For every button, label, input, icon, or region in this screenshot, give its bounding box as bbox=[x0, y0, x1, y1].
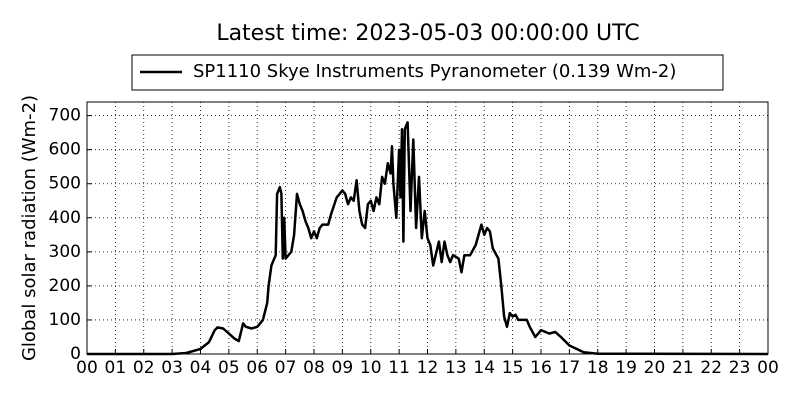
x-tick-label: 18 bbox=[587, 358, 609, 378]
x-tick-label: 00 bbox=[757, 358, 779, 378]
y-tick-label: 500 bbox=[49, 174, 81, 194]
x-tick-label: 20 bbox=[644, 358, 666, 378]
x-tick-label: 12 bbox=[417, 358, 439, 378]
x-tick-label: 00 bbox=[76, 358, 98, 378]
y-tick-label: 700 bbox=[49, 106, 81, 126]
x-tick-label: 13 bbox=[445, 358, 467, 378]
x-tick-label: 14 bbox=[473, 358, 495, 378]
y-tick-label: 100 bbox=[49, 310, 81, 330]
x-tick-label: 19 bbox=[615, 358, 637, 378]
x-tick-label: 08 bbox=[303, 358, 325, 378]
y-tick-label: 600 bbox=[49, 140, 81, 160]
x-tick-label: 10 bbox=[360, 358, 382, 378]
x-tick-label: 11 bbox=[388, 358, 410, 378]
x-tick-label: 15 bbox=[502, 358, 524, 378]
x-tick-label: 22 bbox=[700, 358, 722, 378]
x-tick-label: 01 bbox=[105, 358, 127, 378]
x-tick-label: 03 bbox=[161, 358, 183, 378]
x-tick-label: 06 bbox=[246, 358, 268, 378]
x-tick-label: 17 bbox=[559, 358, 581, 378]
line bbox=[87, 121, 769, 356]
x-tick-label: 05 bbox=[218, 358, 240, 378]
plot-frame bbox=[86, 101, 769, 355]
y-tick-label: 300 bbox=[49, 242, 81, 262]
x-tick-label: 09 bbox=[332, 358, 354, 378]
legend-label: SP1110 Skye Instruments Pyranometer (0.1… bbox=[193, 61, 676, 82]
chart-title: Latest time: 2023-05-03 00:00:00 UTC bbox=[216, 21, 639, 46]
x-tick-label: 21 bbox=[672, 358, 694, 378]
legend bbox=[131, 54, 724, 91]
y-tick-label: 0 bbox=[70, 344, 81, 364]
x-tick-label: 16 bbox=[530, 358, 552, 378]
y-tick-label: 400 bbox=[49, 208, 81, 228]
x-tick-label: 02 bbox=[133, 358, 155, 378]
x-tick-label: 07 bbox=[275, 358, 297, 378]
x-tick-label: 23 bbox=[729, 358, 751, 378]
y-axis-label: Global solar radiation (Wm-2) bbox=[19, 95, 40, 361]
y-tick-label: 200 bbox=[49, 276, 81, 296]
x-tick-label: 04 bbox=[190, 358, 212, 378]
